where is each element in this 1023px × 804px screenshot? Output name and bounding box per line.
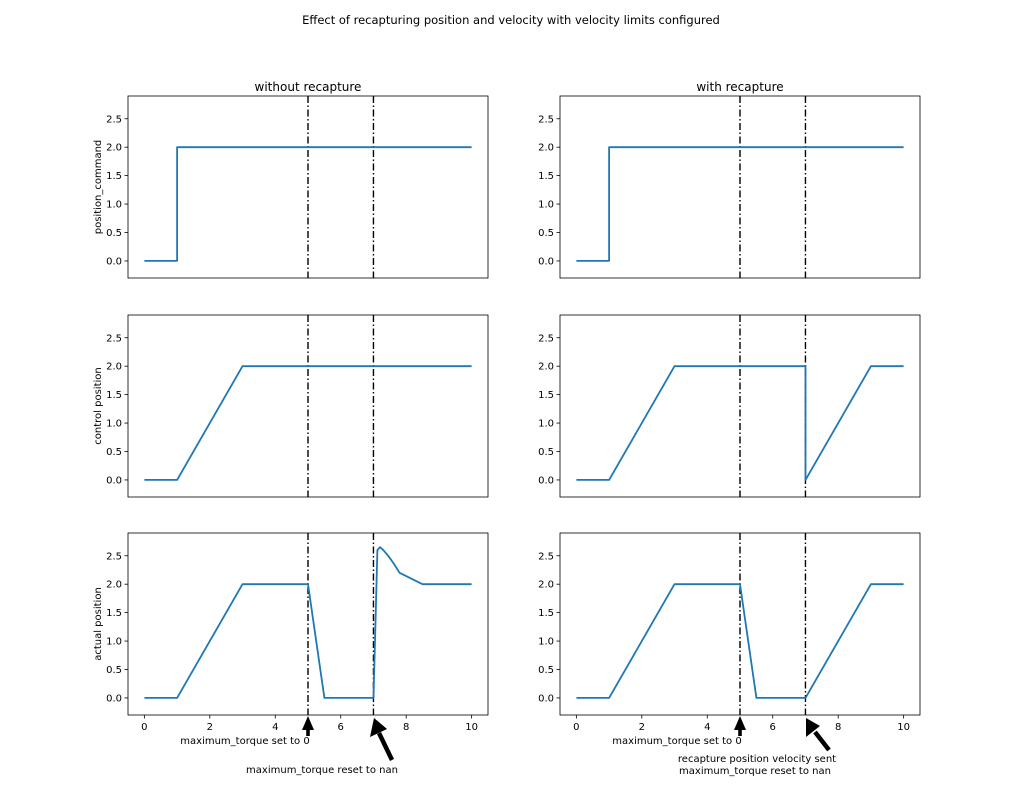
x-tick-label: 0	[573, 722, 579, 733]
y-tick-label: 0.5	[538, 665, 554, 676]
y-tick-label: 0.5	[538, 228, 554, 239]
y-tick-label: 0.0	[106, 693, 122, 704]
y-tick-label: 2.5	[106, 114, 122, 125]
y-tick-label: 1.0	[106, 419, 122, 430]
y-tick-label: 2.0	[538, 143, 554, 154]
annotations: maximum_torque set to 0 maximum_torque r…	[180, 716, 836, 777]
y-tick-label: 1.0	[538, 637, 554, 648]
y-tick-label: 1.5	[538, 171, 554, 182]
y-tick-label: 1.5	[106, 390, 122, 401]
figure-suptitle: Effect of recapturing position and veloc…	[302, 13, 720, 27]
ylabel-control-position: control position	[93, 367, 104, 444]
y-tick-label: 0.5	[106, 665, 122, 676]
y-tick-label: 0.0	[538, 475, 554, 486]
arrow-torque-zero-right	[734, 716, 746, 736]
y-tick-label: 1.5	[538, 608, 554, 619]
x-tick-label: 10	[897, 722, 910, 733]
subplot: 0.0 0.5 1.0 1.5 2.0 2.5	[538, 95, 921, 279]
y-tick-label: 0.5	[106, 228, 122, 239]
y-tick-label: 1.5	[106, 608, 122, 619]
subplot: 0.0 0.5 1.0 1.5 2.0 2.5	[538, 314, 921, 498]
y-tick-label: 1.0	[106, 200, 122, 211]
y-tick-label: 0.5	[106, 447, 122, 458]
y-tick-label: 2.0	[106, 362, 122, 373]
arrow-torque-zero-left	[302, 716, 314, 736]
y-tick-label: 0.0	[106, 256, 122, 267]
y-tick-label: 2.0	[106, 143, 122, 154]
x-tick-label: 10	[465, 722, 478, 733]
y-tick-label: 1.5	[538, 390, 554, 401]
y-tick-label: 2.0	[538, 362, 554, 373]
y-tick-label: 1.0	[538, 200, 554, 211]
arrow-torque-reset-left	[370, 718, 395, 761]
series-line	[144, 546, 472, 699]
y-tick-label: 0.0	[538, 693, 554, 704]
x-tick-label: 8	[403, 722, 409, 733]
x-tick-label: 2	[639, 722, 645, 733]
annotation-left-torque-zero: maximum_torque set to 0	[180, 736, 309, 747]
ylabel-actual-position: actual position	[93, 587, 104, 661]
y-tick-label: 1.5	[106, 171, 122, 182]
y-tick-label: 2.5	[106, 333, 122, 344]
annotation-right-torque-reset: maximum_torque reset to nan	[679, 766, 831, 777]
y-tick-label: 0.0	[106, 475, 122, 486]
column-title-without: without recapture	[255, 80, 362, 94]
subplot-grid: 0.00.51.01.52.02.50.00.51.01.52.02.50.00…	[106, 95, 921, 733]
annotation-left-torque-reset: maximum_torque reset to nan	[246, 765, 398, 776]
y-tick-label: 2.5	[538, 551, 554, 562]
annotation-right-torque-zero: maximum_torque set to 0	[612, 736, 741, 747]
series-line	[576, 146, 904, 262]
y-tick-label: 0.5	[538, 447, 554, 458]
annotation-right-recapture: recapture position velocity sent	[678, 754, 836, 765]
y-tick-label: 2.0	[106, 580, 122, 591]
y-tick-label: 0.0	[538, 256, 554, 267]
ylabel-position-command: position_command	[93, 140, 104, 235]
y-tick-label: 2.5	[538, 333, 554, 344]
y-tick-label: 2.0	[538, 580, 554, 591]
x-tick-label: 2	[207, 722, 213, 733]
x-tick-label: 0	[141, 722, 147, 733]
subplot: 0.0 0.5 1.0 1.5 2.0 2.5	[106, 314, 489, 498]
series-line	[576, 583, 904, 699]
x-tick-label: 6	[770, 722, 776, 733]
series-line	[144, 146, 472, 262]
subplot: 0.0 0.5 1.0 1.5 2.0 2.5 0 2 4 6 8 10	[538, 532, 921, 733]
subplot: 0.0 0.5 1.0 1.5 2.0 2.5 0 2 4 6 8 10	[106, 532, 489, 733]
y-tick-label: 1.0	[106, 637, 122, 648]
y-tick-label: 2.5	[106, 551, 122, 562]
x-tick-label: 8	[835, 722, 841, 733]
arrow-recapture-right	[806, 718, 831, 752]
series-line	[144, 365, 472, 481]
x-tick-label: 4	[272, 722, 278, 733]
y-tick-label: 1.0	[538, 419, 554, 430]
series-line	[576, 365, 904, 481]
y-tick-label: 2.5	[538, 114, 554, 125]
x-tick-label: 4	[704, 722, 710, 733]
column-title-with: with recapture	[696, 80, 783, 94]
x-tick-label: 6	[338, 722, 344, 733]
subplot: 0.0 0.5 1.0 1.5 2.0 2.5	[106, 95, 489, 279]
